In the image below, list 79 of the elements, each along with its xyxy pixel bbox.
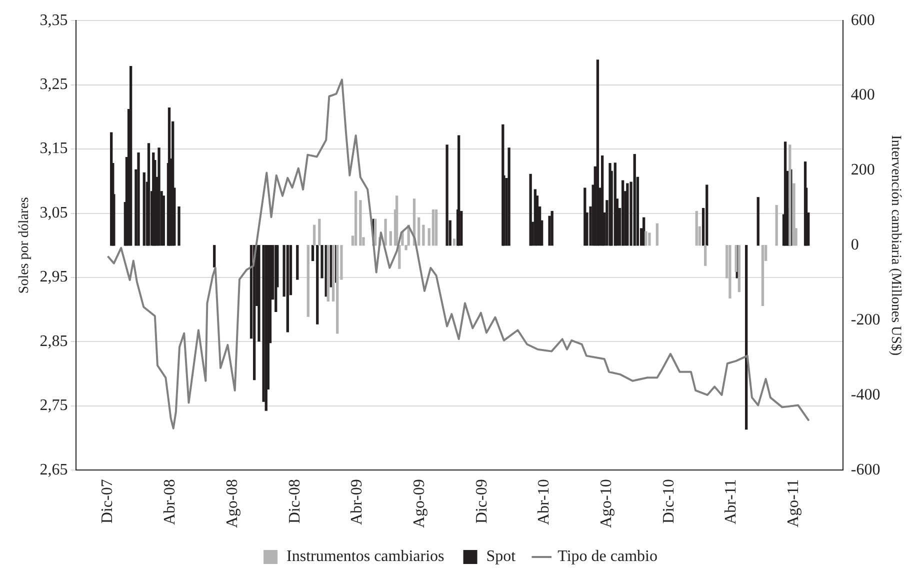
bar: [311, 245, 314, 262]
bar: [761, 245, 764, 306]
y2-tick-label: -400: [850, 386, 880, 404]
y-tick-label: 2,65: [40, 461, 68, 478]
bar: [775, 204, 778, 246]
bar: [306, 245, 310, 317]
bar: [452, 238, 456, 246]
bar: [745, 245, 748, 430]
y-tick-label: 2,95: [40, 268, 68, 286]
bar: [326, 245, 330, 302]
y2-axis-title: Intervención cambiaria (Millones US$): [888, 135, 903, 356]
legend-label: Instrumentos cambiarios: [286, 548, 444, 566]
bar: [147, 143, 150, 246]
bar: [296, 245, 299, 280]
y-tick-label: 3,15: [40, 140, 68, 158]
y-tick-label: 3,25: [40, 76, 68, 94]
x-tick-label: Abr-09: [348, 479, 366, 526]
bar: [550, 210, 554, 246]
y2-tick-label: -600: [850, 461, 880, 478]
x-tick-label: Ago-11: [785, 479, 802, 528]
bar: [137, 152, 140, 246]
bar: [633, 154, 636, 246]
bar: [359, 200, 362, 246]
bar: [318, 218, 321, 246]
bar: [446, 144, 448, 246]
bar: [129, 66, 132, 246]
bar: [756, 197, 760, 246]
bar: [432, 209, 435, 246]
bar: [457, 135, 460, 246]
bar: [656, 223, 658, 246]
legend-label: Spot: [486, 548, 516, 566]
bar: [738, 245, 740, 292]
bar: [178, 206, 180, 246]
bar: [336, 245, 339, 334]
bar: [508, 148, 510, 246]
bar: [158, 148, 160, 246]
y-tick-label: 2,75: [40, 397, 68, 414]
bar: [704, 245, 707, 266]
y-tick-label: 2,85: [40, 332, 68, 350]
x-tick-label: Ago-08: [224, 479, 242, 528]
bar: [213, 245, 216, 268]
y2-tick-label: 0: [850, 236, 859, 254]
x-tick-label: Dic-09: [474, 479, 491, 524]
bar: [389, 231, 392, 246]
bar: [728, 245, 732, 299]
y2-tick-label: 600: [850, 12, 875, 29]
bar: [626, 183, 629, 246]
x-tick-label: Dic-10: [660, 479, 678, 524]
y-tick-label: 3,35: [40, 12, 68, 29]
x-tick-label: Dic-08: [286, 479, 304, 524]
bar: [286, 245, 289, 332]
bar: [395, 196, 398, 246]
bar: [142, 172, 146, 246]
bar: [788, 144, 792, 246]
bar: [706, 184, 708, 246]
bar: [529, 174, 532, 246]
x-tick-label: Ago-09: [411, 479, 428, 528]
bar: [422, 224, 425, 246]
bar: [695, 210, 698, 246]
bar: [354, 191, 358, 246]
bar: [434, 209, 438, 246]
bar: [648, 232, 651, 246]
bar: [621, 180, 624, 246]
x-tick-label: Dic-07: [98, 479, 116, 524]
bar: [644, 231, 648, 246]
bar: [312, 224, 316, 246]
legend-label: Tipo de cambio: [558, 548, 658, 566]
x-tick-label: Ago-10: [598, 479, 616, 528]
y2-tick-label: -200: [850, 311, 880, 328]
bar: [316, 245, 319, 324]
y2-tick-label: 400: [850, 86, 875, 104]
x-tick-label: Abr-10: [536, 479, 553, 526]
y-tick-label: 3,05: [40, 204, 68, 222]
y-axis-title: Soles por dólares: [17, 197, 32, 294]
x-tick-label: Abr-08: [161, 479, 178, 526]
x-tick-label: Abr-11: [722, 479, 740, 524]
bar: [418, 217, 420, 246]
y2-tick-label: 200: [850, 162, 875, 179]
bar: [384, 218, 387, 246]
